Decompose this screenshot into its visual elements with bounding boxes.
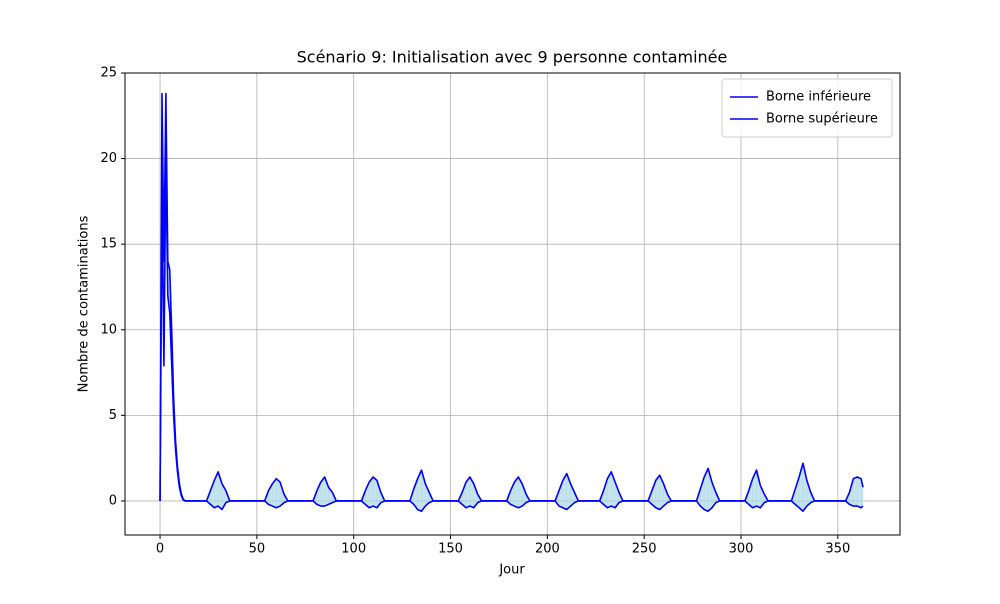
legend-box	[721, 78, 893, 138]
plot-frame	[124, 72, 901, 536]
y-axis-label: Nombre de contaminations	[77, 215, 92, 392]
x-axis-label: Jour	[498, 563, 525, 578]
y-tick-label: 20	[100, 151, 117, 166]
y-tick-label: 5	[109, 408, 117, 423]
legend-label: Borne supérieure	[766, 112, 878, 127]
y-tick-label: 0	[109, 493, 117, 508]
x-tick-label: 150	[438, 542, 463, 557]
legend-label: Borne inférieure	[766, 90, 871, 105]
series-line	[159, 92, 864, 502]
band-fill	[276, 478, 281, 509]
x-tick-label: 0	[156, 542, 164, 557]
y-tick-label: 25	[100, 66, 117, 81]
band-fill	[857, 476, 862, 509]
band-fill	[372, 476, 378, 509]
x-tick-label: 100	[341, 542, 366, 557]
x-tick-label: 300	[729, 542, 754, 557]
x-tick-label: 50	[249, 542, 266, 557]
chart-title: Scénario 9: Initialisation avec 9 person…	[297, 48, 728, 67]
series-line	[159, 157, 864, 513]
x-tick-label: 250	[632, 542, 657, 557]
band-fill	[853, 476, 858, 507]
y-tick-label: 10	[100, 322, 117, 337]
y-tick-label: 15	[100, 237, 117, 252]
x-tick-label: 200	[535, 542, 560, 557]
x-tick-label: 350	[825, 542, 850, 557]
